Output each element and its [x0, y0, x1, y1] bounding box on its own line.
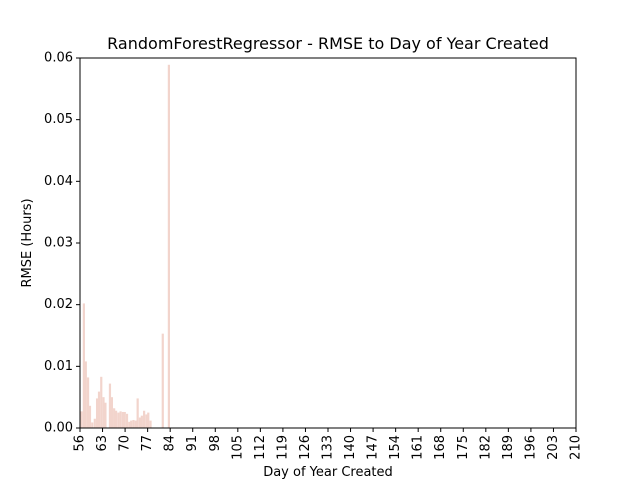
bar-9 [100, 376, 103, 428]
bar-29 [145, 414, 148, 428]
bar-5 [91, 422, 94, 428]
x-tick-label: 70 [118, 435, 133, 452]
bar-20 [125, 413, 129, 428]
bar-21 [128, 421, 131, 428]
bar-2 [84, 361, 87, 428]
bar-31 [149, 420, 152, 428]
x-tick-label: 105 [230, 435, 245, 460]
x-tick-label: 91 [185, 435, 200, 452]
bar-27 [140, 415, 143, 428]
bar-22 [130, 420, 133, 428]
x-tick-label: 210 [569, 435, 584, 460]
y-tick-label: 0.04 [44, 174, 73, 189]
bar-33 [167, 64, 170, 429]
x-tick-label: 140 [343, 435, 358, 460]
bar-12 [108, 383, 112, 428]
bar-6 [93, 418, 96, 428]
y-tick-label: 0.00 [44, 421, 73, 436]
bar-16 [117, 412, 120, 428]
x-tick-label: 77 [140, 435, 155, 452]
x-tick-label: 133 [321, 435, 336, 460]
x-tick-label: 112 [253, 435, 268, 460]
x-tick-label: 168 [433, 435, 448, 460]
y-axis-label: RMSE (Hours) [20, 198, 35, 287]
bar-32 [161, 333, 164, 428]
bar-15 [114, 410, 118, 428]
y-tick-label: 0.05 [44, 112, 73, 127]
x-tick-label: 161 [411, 435, 426, 460]
y-tick-label: 0.06 [44, 51, 73, 66]
x-tick-label: 63 [95, 435, 110, 452]
bar-19 [123, 411, 126, 428]
bar-17 [119, 411, 122, 428]
bar-11 [104, 402, 107, 428]
bar-1 [82, 303, 85, 428]
bar-0 [80, 411, 83, 428]
bar-10 [102, 397, 105, 428]
x-tick-label: 147 [366, 435, 381, 460]
chart-title: RandomForestRegressor - RMSE to Day of Y… [107, 34, 549, 53]
x-tick-label: 203 [546, 435, 561, 460]
x-tick-label: 196 [523, 435, 538, 460]
x-tick-label: 84 [163, 435, 178, 452]
bar-7 [95, 398, 99, 428]
x-axis-label: Day of Year Created [263, 465, 393, 480]
bars-group [80, 64, 170, 429]
bar-18 [121, 411, 124, 428]
bar-30 [147, 412, 150, 428]
plot-frame [79, 57, 577, 429]
bar-4 [88, 405, 92, 428]
x-tick-label: 119 [275, 435, 290, 460]
bar-8 [97, 391, 101, 428]
x-axis-ticks: 56 63 70 77 84 91 98 105 112 119 126 133 140 147 154 16… [73, 428, 584, 460]
x-tick-label: 98 [208, 435, 223, 452]
y-tick-label: 0.03 [44, 236, 73, 251]
y-axis-ticks: 0.00 0.01 0.02 0.03 0.04 0.05 0.06 [44, 51, 80, 436]
bar-26 [138, 417, 142, 428]
y-tick-label: 0.01 [44, 359, 73, 374]
bar-25 [136, 398, 139, 428]
x-tick-label: 56 [73, 435, 88, 452]
bar-14 [113, 408, 116, 428]
bar-3 [86, 377, 90, 428]
bar-13 [110, 397, 113, 428]
x-tick-label: 175 [456, 435, 471, 460]
x-tick-label: 189 [501, 435, 516, 460]
x-tick-label: 126 [298, 435, 313, 460]
bar-28 [142, 410, 146, 428]
x-tick-label: 154 [388, 435, 403, 460]
bar-24 [134, 420, 137, 428]
x-tick-label: 182 [478, 435, 493, 460]
bar-23 [132, 419, 135, 428]
y-tick-label: 0.02 [44, 297, 73, 312]
